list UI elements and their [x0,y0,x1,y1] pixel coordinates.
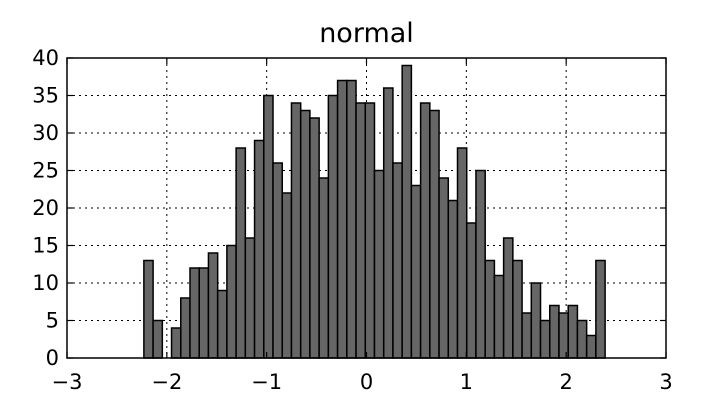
histogram-bar [493,274,505,359]
histogram-bar [447,199,459,359]
histogram-bar [484,259,496,359]
y-axis-tick-labels: 0 5 10 15 20 25 30 35 40 [32,46,59,370]
histogram-bar [558,312,569,359]
histogram-bar [401,64,413,359]
y-tick-label: 30 [32,121,59,145]
histogram-bar [576,319,588,359]
x-tick-label: −1 [251,370,282,394]
histogram-bar [539,319,551,359]
histogram-bar [309,117,320,359]
histogram-bar [226,244,237,359]
y-tick-label: 35 [32,84,59,108]
histogram-bar [595,259,606,359]
x-tick-label: −3 [52,370,83,394]
histogram-bar [364,102,376,359]
histogram-bar [272,162,283,359]
histogram-bar [253,139,265,359]
x-tick-label: 1 [460,370,473,394]
histogram-bar [549,304,560,359]
x-tick-label: 3 [659,370,672,394]
histogram-bar [585,334,597,359]
histogram-bar [263,94,274,359]
histogram-bar [475,169,486,359]
y-tick-label: 0 [46,346,59,370]
y-tick-label: 20 [32,196,59,220]
histogram-bar [512,259,523,359]
histogram-bar [392,162,403,359]
x-tick-label: −2 [151,370,182,394]
histogram-bar [180,297,191,359]
axis-ticks [66,57,667,359]
histogram-bar [355,102,367,359]
histogram-bar [419,102,431,359]
histogram-bar [244,237,256,359]
histogram-bar [170,327,182,359]
histogram-bar [327,94,339,359]
histogram-bar [456,147,468,359]
y-tick-label: 40 [32,46,59,70]
histogram-bar [318,177,330,359]
y-tick-label: 15 [32,234,59,258]
histogram-bar [502,237,514,359]
histogram-bar [429,109,440,359]
histogram-bar [382,87,394,359]
histogram-bar [465,222,477,359]
histogram-bar [373,169,385,359]
histogram-bar [410,184,422,359]
x-tick-label: 0 [360,370,373,394]
y-tick-label: 25 [32,159,59,183]
histogram-bar [299,109,311,359]
y-tick-label: 5 [46,309,59,333]
histogram-bar [530,282,542,359]
histogram-bar [235,147,247,359]
histogram-bar [346,79,357,359]
histogram-bar [281,192,293,359]
histogram-bar [567,304,579,359]
histogram-bar [198,267,210,359]
x-axis-tick-labels: −3 −2 −1 0 1 2 3 [52,370,673,394]
x-tick-label: 2 [559,370,572,394]
histogram-bar [216,289,228,359]
histogram-bar [207,252,219,359]
histogram-bar [521,312,533,359]
histogram-bars [143,64,606,359]
histogram-bar [189,267,200,359]
histogram-bar [290,102,302,359]
histogram-bar [438,177,450,359]
chart-title: normal [319,18,414,49]
y-tick-label: 10 [32,271,59,295]
histogram-bar [143,259,154,359]
histogram-bar [152,319,164,359]
histogram-bar [336,79,348,359]
